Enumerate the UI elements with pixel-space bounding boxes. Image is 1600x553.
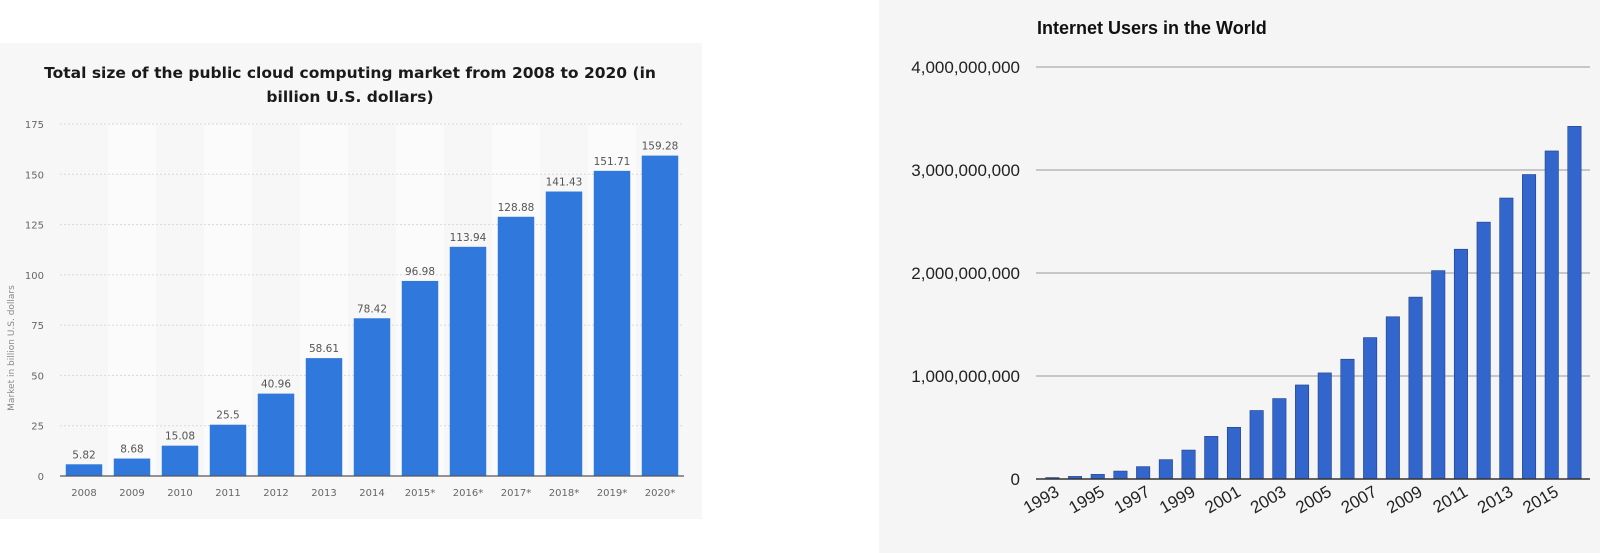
value-label: 151.71 [594,156,631,168]
x-tick-label: 2013 [311,488,336,499]
value-label: 5.82 [72,449,95,461]
x-tick-label: 2009 [1383,482,1425,517]
y-tick-label: 1,000,000,000 [911,367,1020,386]
bar [497,216,535,476]
x-tick-label: 2020* [645,488,675,499]
x-tick-label: 2007 [1338,482,1380,517]
bar [161,445,199,476]
bar [1158,459,1173,480]
value-label: 113.94 [450,232,487,244]
bar [1408,296,1423,480]
x-tick-label: 2019* [597,488,627,499]
internet-users-chart: Internet Users in the World 0 1,000,000,0… [879,0,1600,553]
bar [1522,174,1537,480]
x-tick-label: 1993 [1020,482,1062,517]
bar [1431,270,1446,480]
y-tick-label: 25 [31,422,44,433]
bar [545,191,583,476]
column-band [204,124,252,476]
cloud-market-plot: 0 25 50 75 100 125 150 175 5.82 2008 8.68 2009 15.08… [25,120,684,499]
bar [1340,358,1355,480]
bar [1544,150,1559,480]
bar [1567,126,1582,480]
cloud-market-chart: Total size of the public cloud computing… [0,43,702,519]
y-tick-label: 175 [25,120,44,131]
chart-title: Total size of the public cloud computing… [44,64,656,106]
bar [1295,384,1310,480]
bar [1272,398,1287,480]
value-label: 159.28 [642,141,679,153]
internet-users-plot: 0 1,000,000,000 2,000,000,000 3,000,000,000… [911,58,1590,517]
x-tick-label: 2011 [1430,482,1471,517]
column-band [108,124,156,476]
value-label: 25.5 [216,410,239,422]
bar [1453,248,1468,480]
y-tick-label: 3,000,000,000 [911,161,1020,180]
x-tick-label: 2005 [1292,482,1334,517]
y-axis-label: Market in billion U.S. dollars [7,285,17,411]
y-tick-label: 75 [31,321,44,332]
bar [257,393,295,476]
value-label: 58.61 [309,343,339,355]
bar [1226,426,1241,480]
x-tick-label: 2017* [501,488,531,499]
bar [113,458,151,476]
x-tick-label: 2003 [1247,482,1289,517]
x-tick-label: 2016* [453,488,483,499]
bar [1363,337,1378,480]
x-tick-label: 2013 [1474,482,1516,517]
value-label: 78.42 [357,303,387,315]
value-label: 96.98 [405,266,435,278]
y-tick-label: 100 [25,271,44,282]
y-tick-label: 150 [25,170,44,181]
bar [209,424,247,476]
y-tick-label: 0 [38,472,44,483]
x-tick-label: 2001 [1202,482,1244,517]
bar [1499,197,1514,480]
x-tick-label: 2015 [1519,482,1561,517]
value-label: 15.08 [165,431,195,443]
x-tick-label: 2014 [359,488,384,499]
bar [449,246,487,476]
bar [641,155,679,476]
bar [1476,221,1491,480]
bar [65,464,103,476]
x-tick-label: 2009 [119,488,144,499]
x-tick-label: 2018* [549,488,579,499]
x-tick-label: 2015* [405,488,435,499]
y-tick-label: 0 [1011,470,1020,489]
y-tick-label: 2,000,000,000 [911,264,1020,283]
bar [1249,410,1264,480]
value-label: 141.43 [546,177,583,189]
y-tick-label: 50 [31,371,44,382]
bar [305,358,343,476]
x-tick-label: 2012 [263,488,288,499]
chart-title: Internet Users in the World [1037,18,1267,38]
bar [593,170,631,476]
x-tick-label: 2011 [215,488,240,499]
value-label: 40.96 [261,379,291,391]
x-tick-label: 1999 [1156,482,1198,517]
y-tick-label: 4,000,000,000 [911,58,1020,77]
bar [1385,316,1400,480]
bar [1204,436,1219,480]
bar [1136,466,1151,480]
bar [1317,372,1332,480]
x-tick-label: 2010 [167,488,192,499]
bar [1113,470,1128,480]
bar [401,280,439,476]
value-label: 8.68 [120,444,143,456]
x-tick-label: 1995 [1065,482,1107,517]
x-tick-label: 1997 [1111,482,1153,517]
x-tick-label: 2008 [71,488,96,499]
value-label: 128.88 [498,202,535,214]
bar [1181,449,1196,480]
y-tick-label: 125 [25,221,44,232]
bar [353,318,391,476]
